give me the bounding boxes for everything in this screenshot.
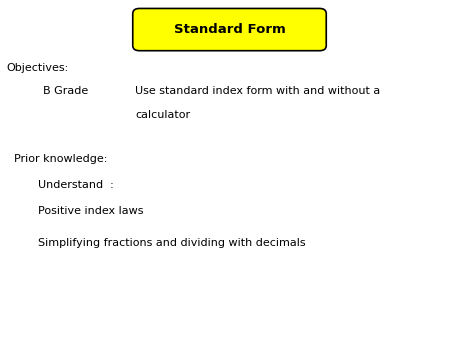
FancyBboxPatch shape bbox=[133, 8, 326, 51]
Text: Use standard index form with and without a: Use standard index form with and without… bbox=[135, 86, 380, 96]
Text: Simplifying fractions and dividing with decimals: Simplifying fractions and dividing with … bbox=[38, 238, 306, 248]
Text: Objectives:: Objectives: bbox=[7, 63, 69, 73]
Text: Positive index laws: Positive index laws bbox=[38, 206, 144, 216]
Text: Prior knowledge:: Prior knowledge: bbox=[14, 154, 107, 164]
Text: Understand  :: Understand : bbox=[38, 180, 114, 190]
Text: B Grade: B Grade bbox=[43, 86, 88, 96]
Text: calculator: calculator bbox=[135, 110, 190, 120]
Text: Standard Form: Standard Form bbox=[174, 23, 285, 36]
